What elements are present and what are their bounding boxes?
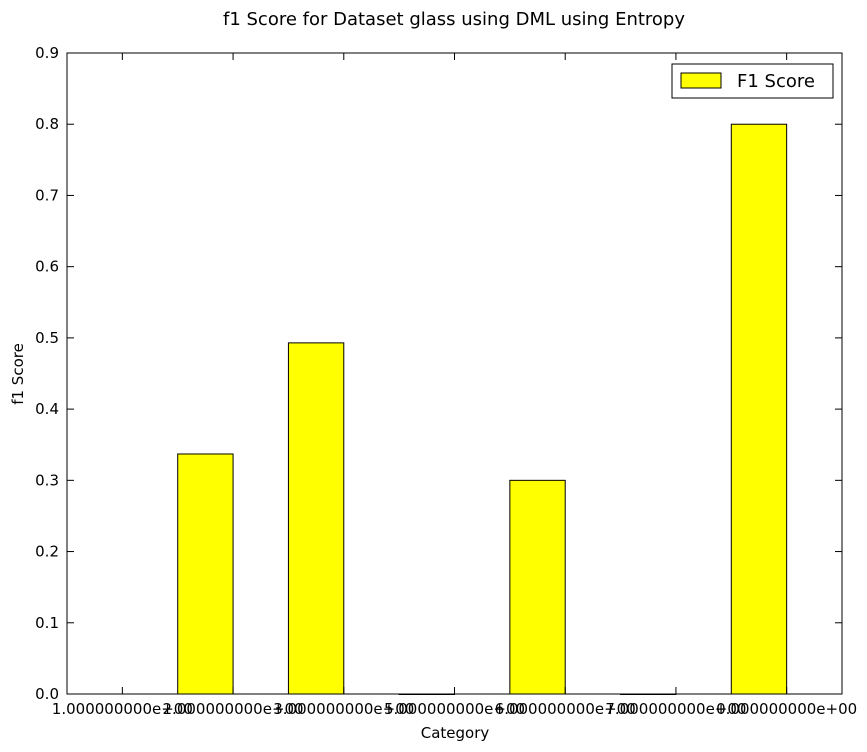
axis-ticks: 0.0 0.1 0.2 0.3 0.4 0.5 0.6 0.7 0.8 0.9 1.00000000…	[35, 44, 857, 718]
plot-frame	[66, 52, 843, 695]
y-tick-label: 0.6	[35, 258, 59, 276]
legend: F1 Score	[671, 63, 834, 99]
x-tick-label: 6.000000000e+00	[495, 700, 636, 718]
x-axis-label: Category	[421, 724, 490, 742]
y-tick-label: 0.4	[35, 400, 59, 418]
legend-swatch	[680, 72, 722, 89]
x-tick-label: 2.000000000e+00	[163, 700, 304, 718]
bar	[730, 123, 788, 695]
y-tick-label: 0.7	[35, 186, 59, 204]
bar	[287, 342, 345, 695]
y-tick-label: 0.9	[35, 44, 59, 62]
y-tick-label: 0.2	[35, 543, 59, 561]
bar-series	[177, 123, 788, 695]
x-tick-label: 7.000000000e+00	[605, 700, 746, 718]
y-tick-label: 0.1	[35, 614, 59, 632]
legend-box	[671, 63, 834, 99]
x-tick-label: 0.000000000e+00	[716, 700, 857, 718]
x-tick-label: 3.000000000e+00	[273, 700, 414, 718]
y-tick-label: 0.8	[35, 115, 59, 133]
y-tick-label: 0.0	[35, 685, 59, 703]
bar	[509, 479, 566, 695]
bar	[177, 453, 234, 695]
y-axis-label: f1 Score	[9, 343, 27, 405]
y-tick-label: 0.3	[35, 471, 59, 489]
chart-title: f1 Score for Dataset glass using DML usi…	[223, 9, 685, 30]
legend-label: F1 Score	[737, 71, 815, 92]
y-tick-label: 0.5	[35, 329, 59, 347]
x-tick-label: 1.000000000e+00	[52, 700, 193, 718]
x-tick-label: 5.000000000e+00	[384, 700, 525, 718]
